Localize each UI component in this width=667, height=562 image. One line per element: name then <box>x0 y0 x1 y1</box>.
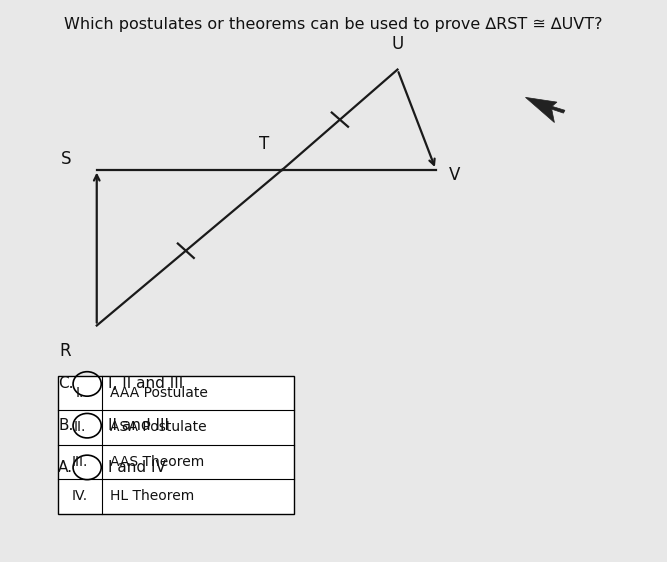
Text: AAA Postulate: AAA Postulate <box>109 386 207 400</box>
Bar <box>58 375 294 514</box>
Text: T: T <box>259 135 269 153</box>
Text: R: R <box>59 342 71 360</box>
Text: II.: II. <box>74 420 86 434</box>
Text: I, II and III: I, II and III <box>108 377 183 392</box>
Text: ASA Postulate: ASA Postulate <box>109 420 206 434</box>
Text: IV.: IV. <box>72 490 88 504</box>
Text: I.: I. <box>76 386 84 400</box>
Text: HL Theorem: HL Theorem <box>109 490 194 504</box>
Text: B.: B. <box>58 418 74 433</box>
Text: AAS Theorem: AAS Theorem <box>109 455 204 469</box>
Text: C.: C. <box>58 377 74 392</box>
Polygon shape <box>526 97 565 123</box>
Text: II and III: II and III <box>108 418 169 433</box>
Text: S: S <box>61 149 71 167</box>
Text: III.: III. <box>72 455 88 469</box>
Text: U: U <box>392 35 404 53</box>
Text: A.: A. <box>58 460 73 475</box>
Text: Which postulates or theorems can be used to prove ∆RST ≅ ∆UVT?: Which postulates or theorems can be used… <box>64 17 603 31</box>
Text: V: V <box>449 166 460 184</box>
Text: I and IV: I and IV <box>108 460 166 475</box>
